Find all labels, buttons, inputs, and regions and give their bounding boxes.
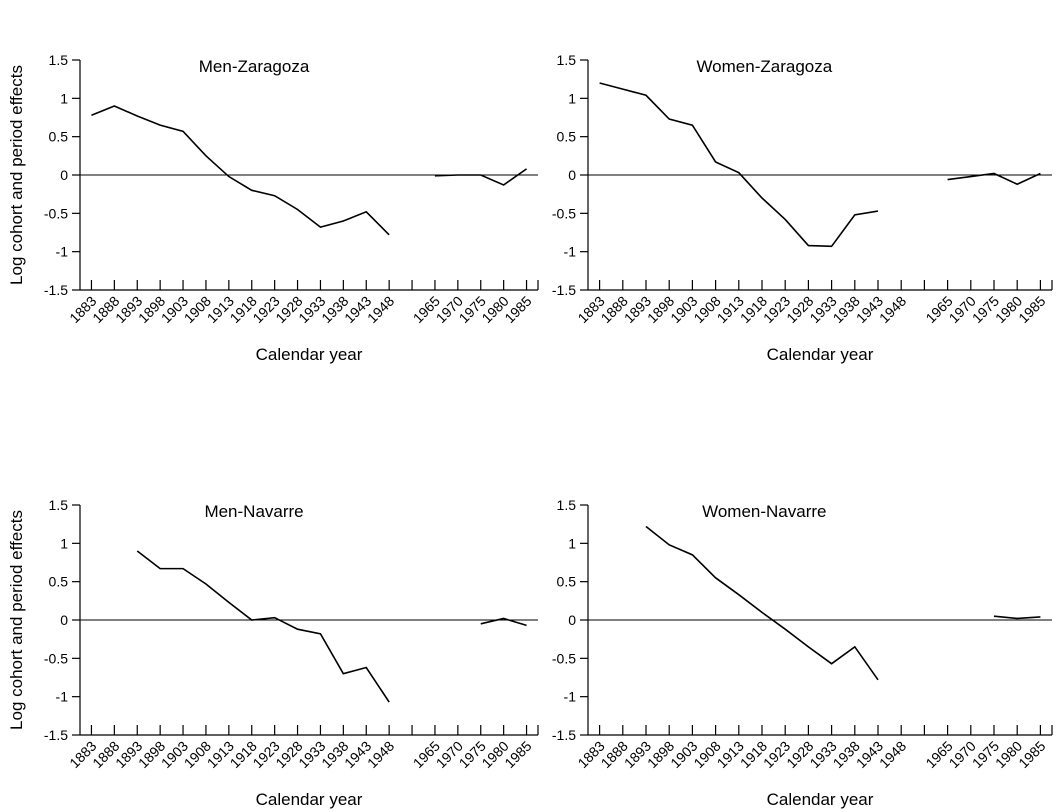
x-axis-label: Calendar year [767,790,874,809]
y-tick-label: 1.5 [49,497,69,513]
x-axis-label: Calendar year [767,345,874,364]
y-tick-label: -1.5 [552,727,576,743]
x-tick-label: 1985 [1015,738,1048,771]
data-line [136,550,527,703]
data-line [91,105,528,236]
x-tick-label: 1948 [364,738,397,771]
y-tick-label: -1.5 [44,727,68,743]
x-tick-label: 1985 [501,293,534,326]
y-tick-label: 1 [60,90,68,106]
y-tick-label: 0.5 [49,574,69,590]
chart-title: Men-Navarre [204,502,303,521]
x-axis-label: Calendar year [256,345,363,364]
y-tick-label: 0.5 [557,574,577,590]
y-axis-label: Log cohort and period effects [7,510,26,730]
y-tick-label: 0 [60,612,68,628]
chart-title: Men-Zaragoza [199,57,310,76]
y-tick-label: 0 [568,612,576,628]
y-tick-label: -0.5 [44,650,68,666]
x-tick-label: 1948 [876,738,909,771]
x-tick-label: 1985 [1015,293,1048,326]
y-tick-label: 1.5 [557,52,577,68]
y-tick-label: -0.5 [552,205,576,221]
y-tick-label: 1 [568,535,576,551]
y-tick-label: -1 [56,244,69,260]
y-tick-label: 1 [60,535,68,551]
x-tick-label: 1948 [876,293,909,326]
data-line [599,82,1041,248]
y-tick-label: -0.5 [44,205,68,221]
y-tick-label: -0.5 [552,650,576,666]
y-tick-label: 1.5 [557,497,577,513]
y-tick-label: 0.5 [557,129,577,145]
y-tick-label: -1.5 [44,282,68,298]
x-tick-label: 1948 [364,293,397,326]
x-tick-label: 1985 [501,738,534,771]
y-axis-label: Log cohort and period effects [7,65,26,285]
y-tick-label: 0 [60,167,68,183]
x-axis-label: Calendar year [256,790,363,809]
y-tick-label: 1 [568,90,576,106]
y-tick-label: 0 [568,167,576,183]
chart-title: Women-Zaragoza [696,57,832,76]
y-tick-label: -1 [564,689,577,705]
y-tick-label: 0.5 [49,129,69,145]
data-line [645,525,1041,681]
y-tick-label: 1.5 [49,52,69,68]
y-tick-label: -1 [564,244,577,260]
y-tick-label: -1.5 [552,282,576,298]
chart-title: Women-Navarre [702,502,826,521]
y-tick-label: -1 [56,689,69,705]
